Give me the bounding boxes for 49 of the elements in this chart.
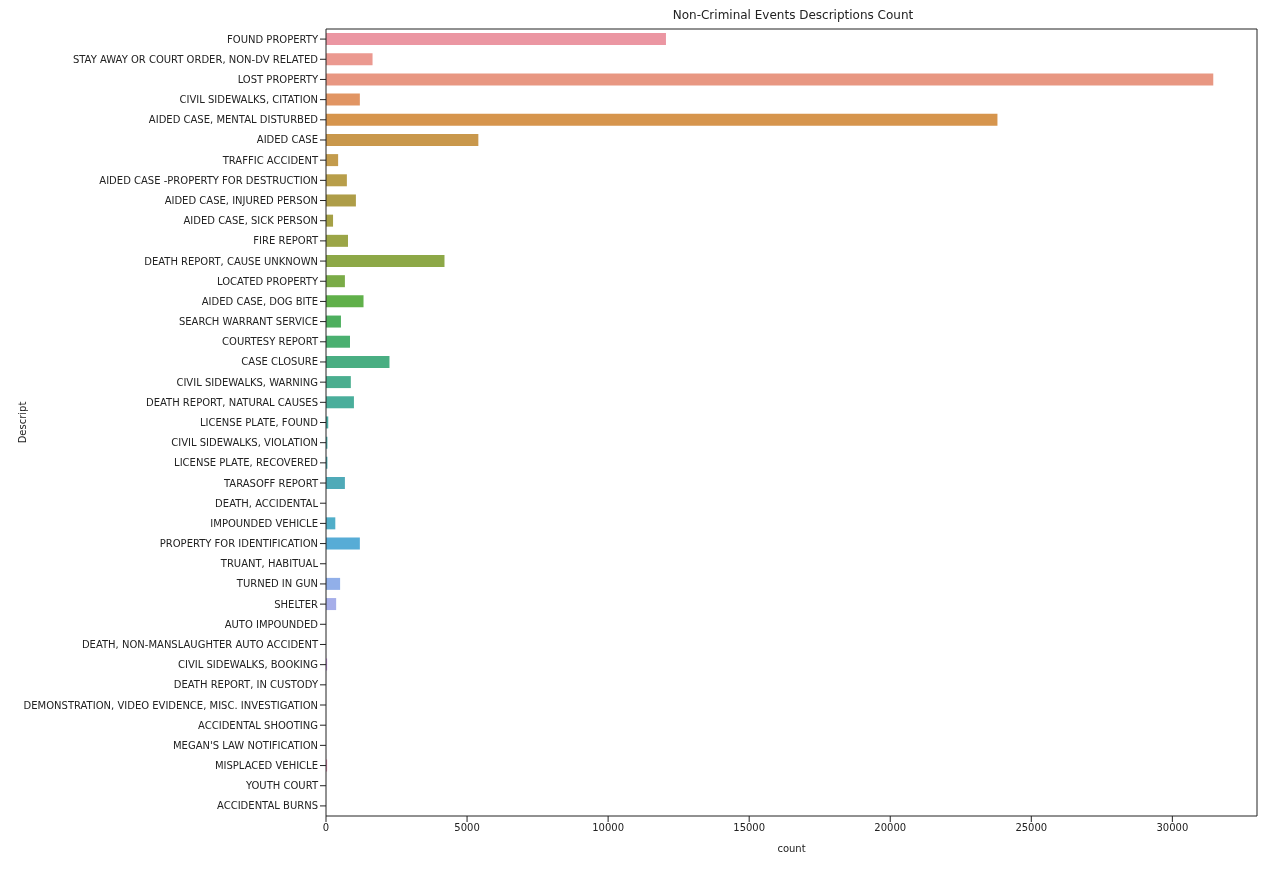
x-tick-label: 25000 [1015, 822, 1048, 834]
y-tick-label: ACCIDENTAL SHOOTING [198, 719, 318, 731]
y-tick-label: AIDED CASE, SICK PERSON [183, 215, 318, 227]
y-tick-label: CIVIL SIDEWALKS, WARNING [176, 376, 318, 388]
x-tick-label: 30000 [1156, 822, 1189, 834]
y-tick-label: TARASOFF REPORT [223, 477, 319, 489]
y-tick-label: CASE CLOSURE [241, 356, 318, 368]
y-tick-label: DEMONSTRATION, VIDEO EVIDENCE, MISC. INVESTIGATION [23, 699, 318, 711]
x-tick-label: 5000 [454, 822, 480, 834]
y-tick-label: SHELTER [274, 598, 319, 610]
y-tick-label: CIVIL SIDEWALKS, BOOKING [178, 659, 318, 671]
y-tick-label: DEATH, ACCIDENTAL [215, 497, 319, 509]
y-tick-label: DEATH REPORT, IN CUSTODY [173, 679, 319, 691]
y-tick-label: CIVIL SIDEWALKS, VIOLATION [171, 437, 318, 449]
x-tick-label: 20000 [874, 822, 907, 834]
x-tick-label: 15000 [733, 822, 766, 834]
y-tick-label: IMPOUNDED VEHICLE [210, 517, 318, 529]
y-tick-label: AUTO IMPOUNDED [224, 618, 319, 630]
y-tick-label: MEGAN'S LAW NOTIFICATION [172, 739, 318, 751]
y-tick-label: TRAFFIC ACCIDENT [221, 154, 319, 166]
y-tick-label: LICENSE PLATE, FOUND [200, 417, 319, 428]
y-tick-label: TRUANT, HABITUAL [219, 558, 319, 570]
x-tick-label: 0 [322, 822, 330, 834]
y-tick-label: AIDED CASE -PROPERTY FOR DESTRUCTION [99, 174, 318, 186]
x-tick-label: 10000 [592, 822, 625, 834]
y-tick-label: CIVIL SIDEWALKS, CITATION [179, 94, 318, 106]
x-axis-title: count [777, 843, 806, 854]
y-tick-label: ACCIDENTAL BURNS [217, 800, 318, 812]
y-axis-title: Descript [16, 401, 28, 444]
y-tick-label: YOUTH COURT [244, 780, 319, 792]
chart-title: Non-Criminal Events Descriptions Count [671, 8, 915, 24]
y-tick-label: MISPLACED VEHICLE [214, 760, 318, 772]
y-tick-label: SEARCH WARRANT SERVICE [178, 316, 318, 328]
y-tick-label: DEATH REPORT, NATURAL CAUSES [145, 396, 318, 408]
y-tick-label: DEATH, NON-MANSLAUGHTER AUTO ACCIDENT [81, 638, 319, 650]
y-tick-label: LICENSE PLATE, RECOVERED [174, 457, 319, 469]
y-tick-label: FOUND PROPERTY [227, 33, 319, 45]
y-tick-label: COURTESY REPORT [222, 336, 319, 348]
y-tick-label: AIDED CASE, INJURED PERSON [164, 195, 318, 207]
y-tick-label: TURNED IN GUN [235, 578, 318, 590]
y-tick-label: AIDED CASE, MENTAL DISTURBED [148, 114, 319, 126]
y-tick-label: AIDED CASE [256, 134, 318, 146]
y-tick-label: STAY AWAY OR COURT ORDER, NON-DV RELATED [72, 53, 319, 65]
y-tick-label: AIDED CASE, DOG BITE [201, 295, 318, 307]
y-tick-label: FIRE REPORT [253, 235, 319, 247]
y-tick-label: DEATH REPORT, CAUSE UNKNOWN [144, 255, 318, 267]
y-tick-label: LOST PROPERTY [237, 73, 319, 85]
y-tick-label: PROPERTY FOR IDENTIFICATION [159, 538, 318, 550]
y-tick-label: LOCATED PROPERTY [216, 275, 319, 287]
